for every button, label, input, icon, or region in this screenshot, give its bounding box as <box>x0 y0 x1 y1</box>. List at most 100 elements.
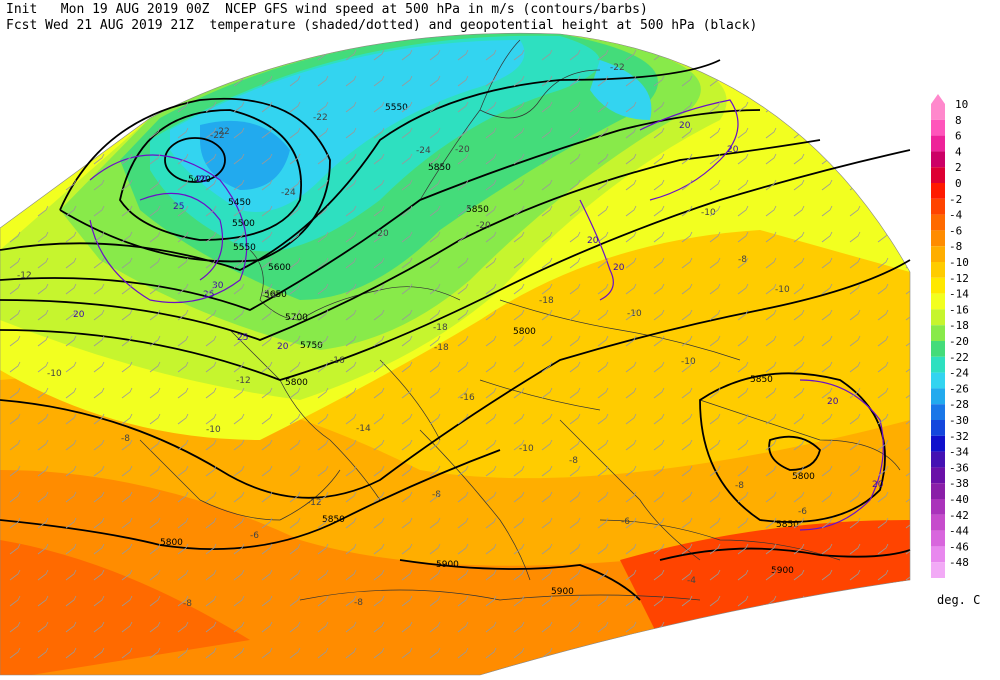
wind-barb <box>849 49 861 61</box>
wind-barb <box>37 283 49 295</box>
wind-barb <box>37 309 49 321</box>
wind-barb <box>597 413 609 425</box>
height-label: 5600 <box>268 263 291 273</box>
wind-barb <box>709 309 721 321</box>
wind-barb <box>317 127 329 139</box>
wind-barb <box>485 413 497 425</box>
wind-barb <box>401 543 413 555</box>
wind-barb <box>429 387 441 399</box>
wind-barb <box>121 49 133 61</box>
wind-barb <box>289 179 301 191</box>
wind-barb <box>177 257 189 269</box>
wind-barb <box>345 127 357 139</box>
wind-barb <box>429 231 441 243</box>
wind-barb <box>373 127 385 139</box>
wind-barb <box>821 283 833 295</box>
wind-barb <box>849 621 861 633</box>
wind-barb <box>485 569 497 581</box>
wind-barb <box>261 621 273 633</box>
wind-barb <box>877 413 889 425</box>
wind-barb <box>289 543 301 555</box>
wind-barb <box>401 257 413 269</box>
wind-barb <box>485 465 497 477</box>
wind-barb <box>233 127 245 139</box>
wind-barb <box>345 309 357 321</box>
wind-barb <box>905 153 910 165</box>
wind-barb <box>457 205 469 217</box>
wind-barb <box>737 621 749 633</box>
wind-label: 30 <box>212 281 224 291</box>
wind-barb <box>849 335 861 347</box>
wind-barb <box>625 413 637 425</box>
wind-barb <box>765 335 777 347</box>
wind-barb <box>261 127 273 139</box>
wind-barb <box>681 361 693 373</box>
wind-barb <box>233 335 245 347</box>
wind-barb <box>9 153 21 165</box>
wind-barb <box>737 517 749 529</box>
wind-barb <box>737 127 749 139</box>
wind-barb <box>737 647 749 659</box>
wind-barb <box>121 283 133 295</box>
legend-swatch <box>931 435 945 452</box>
wind-barb <box>121 413 133 425</box>
height-label: 5800 <box>792 472 815 482</box>
wind-barb <box>149 569 161 581</box>
wind-barb <box>681 335 693 347</box>
wind-barb <box>205 543 217 555</box>
legend-label: -10 <box>949 256 969 269</box>
wind-barb <box>681 595 693 607</box>
temp-label: -4 <box>687 576 696 586</box>
wind-barb <box>765 569 777 581</box>
wind-barb <box>625 543 637 555</box>
height-labels: 5450 5500 5550 5600 5650 5700 5750 5800 … <box>160 103 815 597</box>
wind-barb <box>541 127 553 139</box>
wind-barb <box>513 387 525 399</box>
legend-swatch <box>931 277 945 294</box>
wind-barb <box>205 361 217 373</box>
wind-barb <box>93 335 105 347</box>
wind-barb <box>65 595 77 607</box>
wind-barb <box>261 543 273 555</box>
wind-barb <box>37 595 49 607</box>
legend-label: -36 <box>949 461 969 474</box>
temp-label: -22 <box>210 131 225 141</box>
wind-barb <box>737 231 749 243</box>
wind-barb <box>625 283 637 295</box>
wind-barb <box>485 621 497 633</box>
wind-barb <box>737 595 749 607</box>
wind-barb <box>485 309 497 321</box>
wind-barb <box>177 517 189 529</box>
wind-barb <box>737 101 749 113</box>
legend-swatch <box>931 483 945 499</box>
wind-barb <box>345 465 357 477</box>
wind-barb <box>849 517 861 529</box>
wind-barb <box>289 595 301 607</box>
wind-barb <box>37 647 49 659</box>
wind-barb <box>429 205 441 217</box>
wind-barb <box>149 465 161 477</box>
height-label: 5900 <box>551 587 574 597</box>
wind-barb <box>569 101 581 113</box>
legend-label: 4 <box>955 145 962 158</box>
legend-label: -44 <box>949 525 969 538</box>
wind-barb <box>513 543 525 555</box>
legend-label: -6 <box>949 224 962 237</box>
wind-barb <box>65 491 77 503</box>
wind-barb <box>569 127 581 139</box>
wind-barb <box>177 179 189 191</box>
wind-barb <box>121 439 133 451</box>
wind-barb <box>457 309 469 321</box>
wind-barb <box>9 75 21 87</box>
wind-barb <box>289 75 301 87</box>
legend-label: -22 <box>949 351 969 364</box>
wind-barb <box>429 257 441 269</box>
wind-barb <box>93 231 105 243</box>
wind-barb <box>289 205 301 217</box>
wind-barb <box>37 49 49 61</box>
wind-barb <box>205 309 217 321</box>
wind-barb <box>401 75 413 87</box>
title-line-1: Init Mon 19 AUG 2019 00Z NCEP GFS wind s… <box>6 2 648 17</box>
wind-barb <box>9 543 21 555</box>
